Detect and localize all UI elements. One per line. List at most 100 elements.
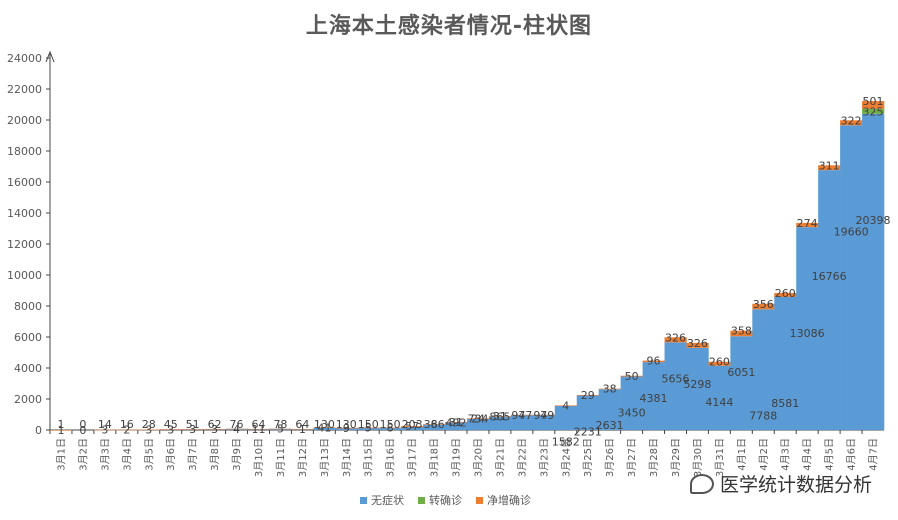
data-label-net-confirmed: 3 bbox=[101, 424, 108, 437]
bar-net-confirmed bbox=[203, 428, 226, 430]
bar-net-confirmed bbox=[467, 418, 490, 419]
data-label-asymptomatic: 2231 bbox=[574, 425, 602, 438]
bar-asymptomatic bbox=[818, 170, 841, 430]
bar-net-confirmed bbox=[554, 405, 578, 407]
data-label-net-confirmed: 3 bbox=[189, 423, 196, 436]
x-tick-label: 3月3日 bbox=[99, 438, 111, 471]
data-label-net-confirmed: 4 bbox=[518, 409, 525, 422]
x-tick-label: 3月1日 bbox=[55, 438, 67, 471]
y-tick-label: 12000 bbox=[7, 238, 42, 251]
bar-net-confirmed bbox=[774, 292, 797, 297]
bar-net-confirmed bbox=[576, 394, 599, 396]
x-tick-label: 3月6日 bbox=[165, 438, 177, 471]
data-label-asymptomatic: 28 bbox=[142, 418, 156, 431]
data-label-net-confirmed: 31 bbox=[449, 416, 463, 429]
data-label-net-confirmed: 11 bbox=[252, 423, 266, 436]
bar-asymptomatic bbox=[269, 428, 292, 430]
data-label-net-confirmed: 5 bbox=[365, 422, 372, 435]
bar-net-confirmed bbox=[510, 414, 534, 416]
bar-asymptomatic bbox=[313, 427, 336, 430]
x-tick-label: 3月16日 bbox=[385, 438, 397, 477]
bar-net-confirmed bbox=[532, 414, 556, 416]
legend-swatch bbox=[476, 496, 483, 504]
data-label-asymptomatic: 979 bbox=[533, 409, 554, 422]
legend-label: 无症状 bbox=[371, 494, 404, 507]
bar-asymptomatic bbox=[752, 309, 775, 430]
data-label-asymptomatic: 45 bbox=[164, 418, 178, 431]
bar-converted bbox=[862, 108, 885, 114]
data-label-asymptomatic: 150 bbox=[358, 418, 379, 431]
data-label-asymptomatic: 3450 bbox=[618, 407, 646, 420]
bar-net-confirmed bbox=[730, 330, 753, 337]
data-label-net-confirmed: 31 bbox=[493, 410, 507, 423]
chart-title: 上海本土感染者情况-柱状图 bbox=[305, 14, 593, 39]
data-label-asymptomatic: 64 bbox=[252, 418, 266, 431]
bar-net-confirmed bbox=[488, 416, 512, 417]
data-label-asymptomatic: 366 bbox=[424, 418, 445, 431]
bar-asymptomatic bbox=[247, 429, 270, 430]
bar-asymptomatic bbox=[401, 426, 424, 430]
bar-asymptomatic bbox=[708, 365, 731, 430]
data-label-asymptomatic: 130 bbox=[336, 418, 357, 431]
data-label-asymptomatic: 14 bbox=[98, 418, 112, 431]
bar-asymptomatic bbox=[554, 405, 578, 430]
data-label-asymptomatic: 4144 bbox=[705, 396, 733, 409]
bar-asymptomatic bbox=[335, 427, 358, 430]
legend-item-converted: 转确诊 bbox=[418, 492, 462, 508]
data-label-asymptomatic: 203 bbox=[402, 418, 423, 431]
bar-net-confirmed bbox=[686, 342, 709, 348]
data-label-net-confirmed: 0 bbox=[79, 424, 86, 437]
data-label-net-confirmed: 9 bbox=[343, 422, 350, 435]
bar-net-confirmed bbox=[642, 360, 665, 363]
bar-asymptomatic bbox=[620, 376, 643, 430]
data-label-asymptomatic: 78 bbox=[273, 418, 287, 431]
data-label-net-confirmed: 1 bbox=[57, 424, 64, 437]
x-tick-label: 3月26日 bbox=[604, 438, 616, 477]
x-tick-label: 3月10日 bbox=[253, 438, 265, 477]
x-tick-label: 3月19日 bbox=[451, 438, 463, 477]
data-label-net-confirmed: 4 bbox=[562, 399, 569, 412]
bar-asymptomatic bbox=[423, 424, 446, 430]
bar-net-confirmed bbox=[708, 361, 731, 366]
bar-net-confirmed bbox=[752, 303, 775, 310]
x-tick-label: 3月7日 bbox=[187, 438, 199, 471]
x-tick-label: 4月2日 bbox=[758, 438, 770, 471]
bar-net-confirmed bbox=[159, 429, 182, 430]
data-label-net-confirmed: 322 bbox=[841, 114, 862, 127]
bar-net-confirmed bbox=[225, 428, 248, 430]
data-label-net-confirmed: 358 bbox=[731, 325, 752, 338]
data-label-net-confirmed: 5 bbox=[277, 423, 284, 436]
x-tick-label: 3月17日 bbox=[407, 438, 419, 477]
data-label-asymptomatic: 16 bbox=[120, 418, 134, 431]
x-tick-label: 4月3日 bbox=[780, 438, 792, 471]
x-tick-label: 3月21日 bbox=[494, 438, 506, 477]
bar-net-confirmed bbox=[445, 421, 468, 423]
x-tick-label: 3月23日 bbox=[538, 438, 550, 477]
data-label-asymptomatic: 130 bbox=[314, 418, 335, 431]
y-axis-arrow bbox=[45, 50, 55, 63]
data-label-net-confirmed: 41 bbox=[317, 421, 331, 434]
data-label-asymptomatic: 62 bbox=[208, 418, 222, 431]
x-tick-label: 3月29日 bbox=[670, 438, 682, 477]
bar-net-confirmed bbox=[862, 101, 885, 109]
bar-net-confirmed bbox=[379, 427, 402, 429]
data-label-asymptomatic: 76 bbox=[230, 418, 244, 431]
bar-asymptomatic bbox=[225, 428, 248, 430]
bar-net-confirmed bbox=[181, 429, 204, 430]
data-label-asymptomatic: 6051 bbox=[727, 366, 755, 379]
watermark: 医学统计数据分析 bbox=[689, 470, 872, 497]
bar-asymptomatic bbox=[730, 336, 753, 430]
legend-label: 净增确诊 bbox=[487, 494, 531, 507]
x-tick-label: 3月15日 bbox=[363, 438, 375, 477]
data-label-asymptomatic: 492 bbox=[446, 416, 467, 429]
y-tick-label: 0 bbox=[35, 424, 42, 437]
bar-net-confirmed bbox=[335, 427, 358, 429]
bar-asymptomatic bbox=[774, 296, 797, 430]
data-label-net-confirmed: 501 bbox=[863, 95, 884, 108]
bar-net-confirmed bbox=[115, 429, 139, 431]
y-tick-label: 14000 bbox=[7, 207, 42, 220]
x-tick-label: 4月1日 bbox=[736, 438, 748, 471]
